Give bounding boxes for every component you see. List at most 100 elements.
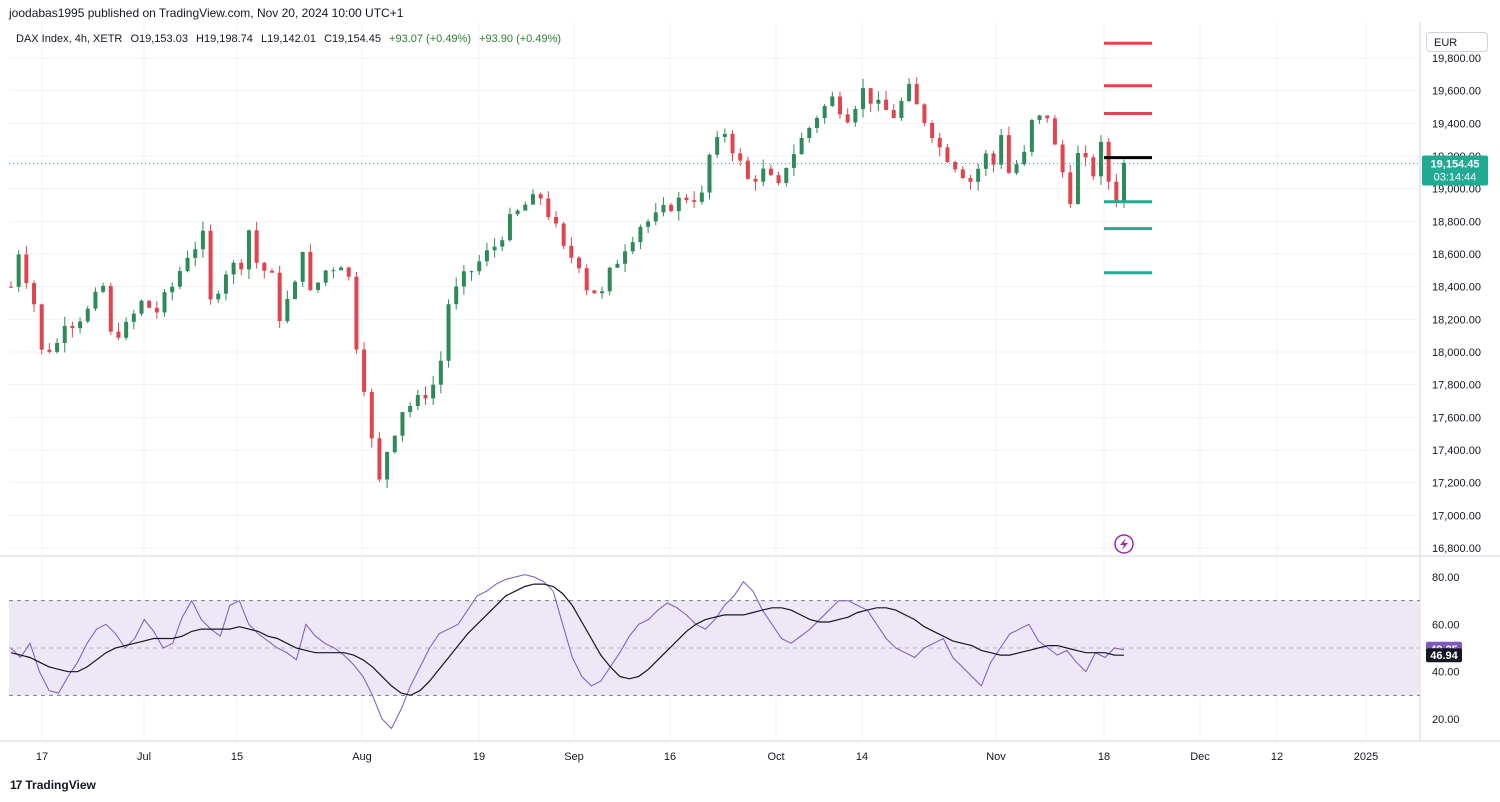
candle: [500, 240, 505, 247]
time-tick-label: 19: [473, 751, 485, 763]
candle: [830, 96, 835, 106]
candle: [346, 267, 351, 277]
lightning-icon[interactable]: [1114, 534, 1134, 554]
symbol-name[interactable]: DAX Index, 4h, XETR: [16, 33, 123, 45]
candle: [55, 342, 60, 352]
countdown-label: 03:14:44: [1434, 171, 1477, 183]
candle: [262, 262, 267, 271]
candle: [24, 254, 29, 284]
candle: [1098, 141, 1103, 177]
candle: [914, 84, 919, 105]
time-tick-label: Dec: [1190, 751, 1210, 763]
candle: [223, 274, 228, 294]
candle: [669, 204, 674, 212]
candle: [170, 286, 175, 293]
candle: [362, 349, 367, 392]
time-tick-label: Oct: [767, 751, 784, 763]
candle: [707, 154, 712, 193]
candle: [392, 435, 397, 453]
candle: [62, 325, 67, 343]
time-tick-label: 12: [1271, 751, 1283, 763]
candle: [753, 178, 758, 182]
currency-button[interactable]: EUR: [1426, 32, 1488, 52]
candle: [507, 214, 512, 241]
candle: [200, 230, 205, 250]
candle: [937, 138, 942, 148]
candle: [1083, 153, 1088, 158]
legend-open: O19,153.03: [130, 33, 188, 45]
candle: [745, 160, 750, 179]
candle: [715, 136, 720, 155]
candle: [231, 262, 236, 275]
tradingview-logo[interactable]: 17 TradingView: [10, 778, 96, 792]
last-price-label: 19,154.45: [1431, 158, 1480, 170]
price-tick-label: 18,600.00: [1432, 249, 1481, 261]
time-tick-label: Sep: [564, 751, 584, 763]
candle: [953, 162, 958, 170]
candle: [1029, 119, 1034, 152]
candle: [1075, 153, 1080, 204]
time-tick-label: 2025: [1354, 751, 1378, 763]
candle: [584, 268, 589, 291]
candle: [446, 304, 451, 361]
price-tick-label: 19,400.00: [1432, 118, 1481, 130]
candle: [983, 153, 988, 169]
candle: [960, 169, 965, 179]
candle: [930, 122, 935, 139]
price-tick-label: 18,200.00: [1432, 314, 1481, 326]
candle: [1106, 141, 1111, 182]
price-tick-label: 18,000.00: [1432, 347, 1481, 359]
candle: [868, 88, 873, 104]
candle: [254, 230, 259, 263]
candle: [101, 285, 106, 292]
price-tick-label: 17,200.00: [1432, 478, 1481, 490]
candle: [208, 230, 213, 300]
candle: [484, 250, 489, 262]
rsi-tick-label: 20.00: [1432, 714, 1460, 726]
candle: [454, 286, 459, 305]
candle: [791, 154, 796, 168]
candle: [32, 283, 37, 305]
candle: [876, 99, 881, 104]
candle: [891, 110, 896, 118]
candle: [269, 270, 274, 273]
candle: [1022, 151, 1027, 165]
candle: [730, 133, 735, 154]
time-tick-label: 15: [231, 751, 243, 763]
candle: [277, 272, 282, 322]
candle: [108, 285, 113, 332]
candle: [70, 325, 75, 329]
last-price-tag: [1422, 155, 1488, 186]
tradingview-brand: TradingView: [25, 778, 96, 792]
candle: [999, 135, 1004, 165]
candle: [408, 405, 413, 413]
candle: [653, 212, 658, 222]
candle: [39, 304, 44, 350]
price-tick-label: 19,800.00: [1432, 53, 1481, 65]
candle: [684, 197, 689, 201]
symbol-legend: DAX Index, 4h, XETR O19,153.03 H19,198.7…: [16, 33, 566, 45]
legend-change-2: +93.90 (+0.49%): [479, 33, 562, 45]
candle: [47, 349, 52, 352]
candle: [600, 291, 605, 294]
candle: [991, 153, 996, 165]
candle: [945, 147, 950, 163]
legend-high: H19,198.74: [196, 33, 253, 45]
tradingview-mark-icon: 17: [10, 778, 22, 792]
candle: [423, 395, 428, 399]
legend-change: +93.07 (+0.49%): [389, 33, 471, 45]
candle: [853, 108, 858, 123]
price-tick-label: 19,600.00: [1432, 86, 1481, 98]
rsi-line: [10, 574, 1125, 730]
candle: [523, 204, 528, 211]
candle: [154, 307, 159, 313]
price-tick-label: 16,800.00: [1432, 543, 1481, 555]
candle: [331, 270, 336, 272]
candle: [293, 281, 298, 300]
candle: [93, 291, 98, 309]
candle: [438, 360, 443, 385]
rsi-tick-label: 60.00: [1432, 619, 1460, 631]
candle: [922, 104, 927, 123]
candle: [676, 197, 681, 212]
